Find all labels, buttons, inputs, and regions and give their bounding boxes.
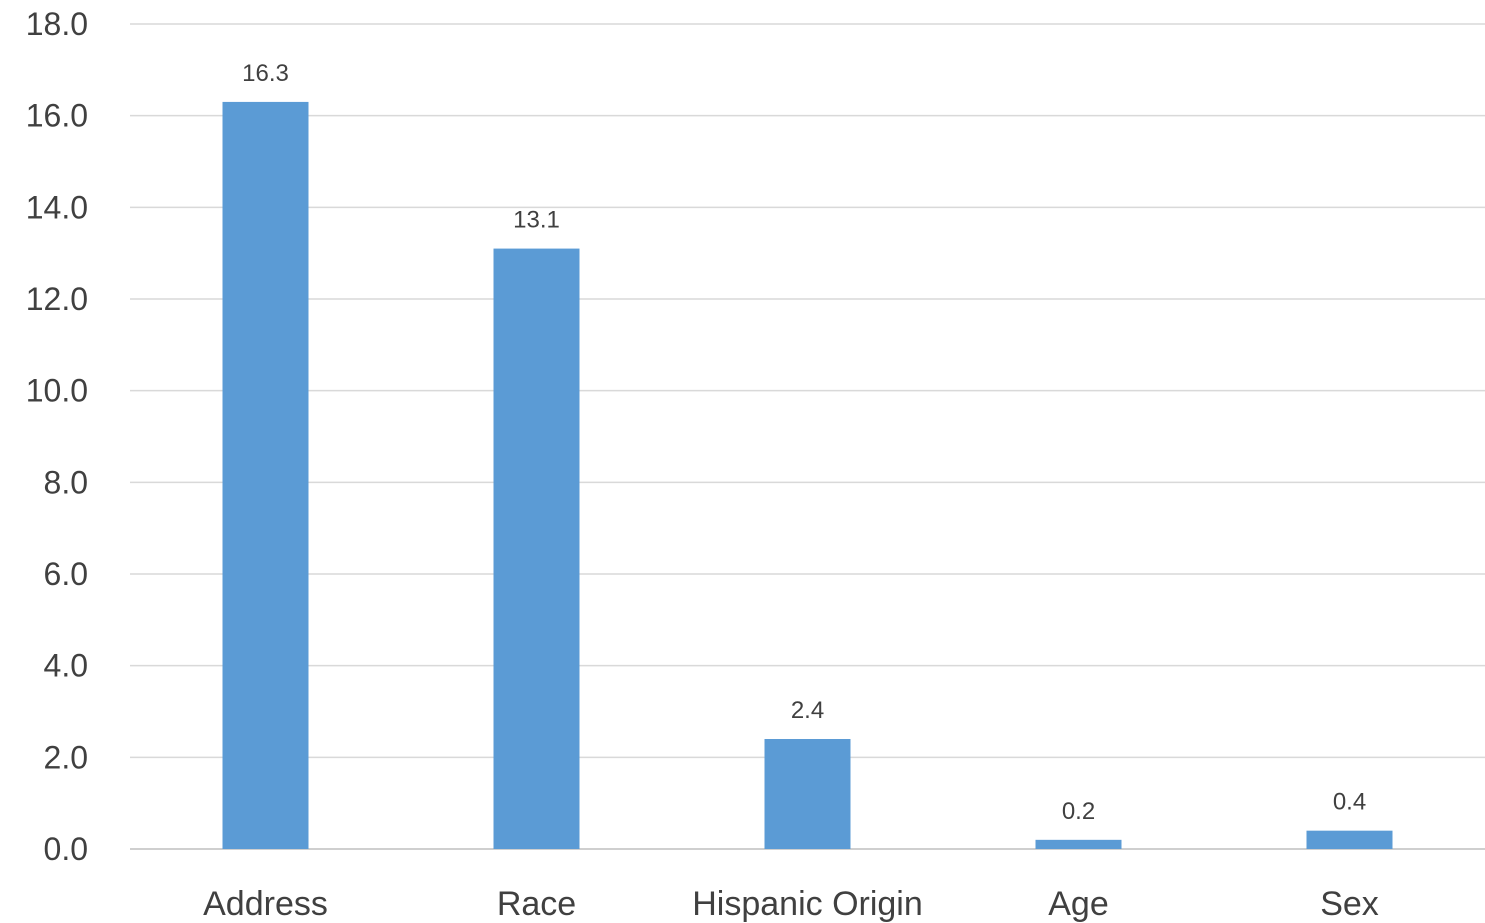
bar-sex	[1306, 830, 1393, 849]
data-label: 2.4	[791, 697, 824, 724]
category-label: Address	[203, 885, 328, 923]
category-label: Race	[497, 885, 576, 923]
y-tick-label: 8.0	[44, 464, 88, 500]
data-label: 16.3	[242, 60, 289, 87]
y-tick-label: 10.0	[26, 373, 88, 409]
bar-age	[1035, 839, 1122, 849]
category-label: Hispanic Origin	[692, 885, 923, 923]
y-tick-label: 12.0	[26, 281, 88, 317]
bar-race	[493, 248, 580, 850]
x-axis-category-labels: Address Race Hispanic Origin Age Sex	[203, 885, 1379, 923]
y-tick-label: 18.0	[26, 6, 88, 42]
data-label: 13.1	[513, 207, 560, 234]
data-label: 0.2	[1062, 798, 1095, 825]
y-tick-label: 0.0	[44, 831, 88, 867]
bar-hispanic-origin	[764, 739, 851, 849]
y-tick-label: 14.0	[26, 189, 88, 225]
data-labels: 16.3 13.1 2.4 0.2 0.4	[242, 60, 1366, 825]
category-label: Sex	[1320, 885, 1379, 923]
bars	[222, 101, 1393, 850]
data-label: 0.4	[1333, 789, 1366, 816]
y-tick-label: 4.0	[44, 648, 88, 684]
y-axis-tick-labels: 0.0 2.0 4.0 6.0 8.0 10.0 12.0 14.0 16.0 18.0	[26, 6, 88, 867]
gridlines	[130, 23, 1485, 850]
y-tick-label: 2.0	[44, 739, 88, 775]
category-label: Age	[1048, 885, 1109, 923]
bar-address	[222, 101, 309, 849]
y-tick-label: 16.0	[26, 98, 88, 134]
y-tick-label: 6.0	[44, 556, 88, 592]
